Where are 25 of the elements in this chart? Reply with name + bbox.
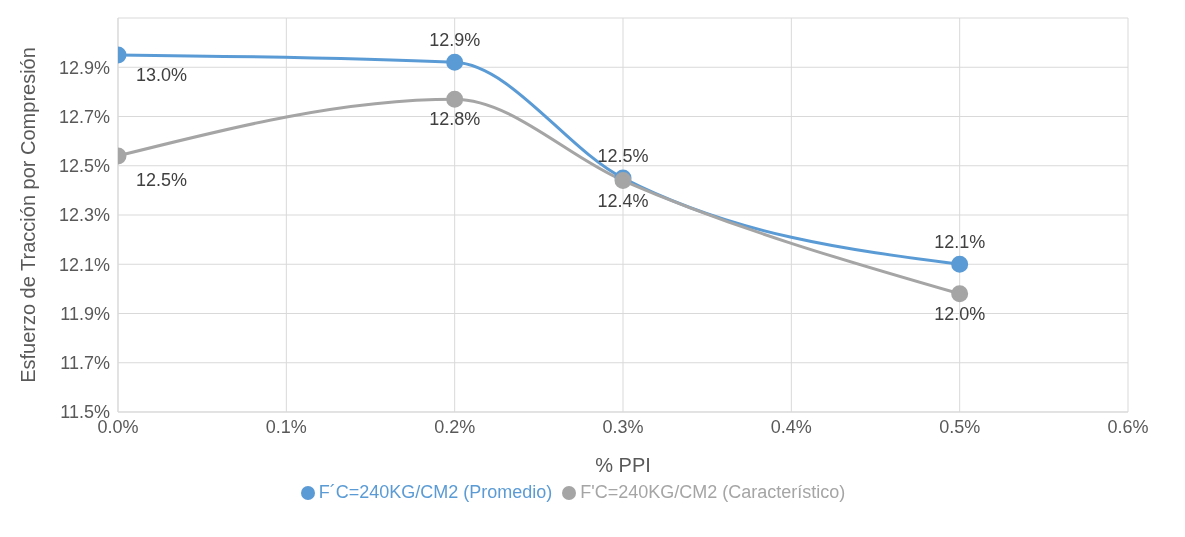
legend-label: F'C=240KG/CM2 (Característico) bbox=[580, 482, 846, 502]
y-axis-title: Esfuerzo de Tracción por Compresión bbox=[17, 47, 40, 383]
x-tick-label: 0.1% bbox=[265, 416, 307, 437]
data-label: 12.0% bbox=[934, 303, 986, 324]
data-label: 12.8% bbox=[429, 109, 481, 130]
y-tick-label: 12.1% bbox=[58, 254, 110, 275]
data-label: 12.9% bbox=[429, 30, 481, 51]
data-label: 12.5% bbox=[136, 169, 188, 190]
y-tick-label: 12.3% bbox=[58, 205, 110, 226]
data-label: 13.0% bbox=[136, 64, 188, 85]
y-tick-label: 12.5% bbox=[58, 156, 110, 177]
data-label: 12.5% bbox=[597, 146, 649, 167]
x-tick-label: 0.6% bbox=[1107, 416, 1149, 437]
x-axis-title: % PPI bbox=[595, 454, 651, 476]
data-label: 12.1% bbox=[934, 232, 986, 253]
data-label: 12.4% bbox=[597, 190, 649, 211]
y-tick-label: 12.9% bbox=[58, 57, 110, 78]
x-tick-label: 0.3% bbox=[602, 416, 644, 437]
y-tick-label: 11.9% bbox=[60, 303, 110, 324]
x-tick-label: 0.2% bbox=[434, 416, 476, 437]
x-tick-label: 0.4% bbox=[770, 416, 812, 437]
y-tick-label: 12.7% bbox=[58, 106, 110, 127]
y-tick-label: 11.7% bbox=[60, 353, 110, 374]
legend-label: F´C=240KG/CM2 (Promedio) bbox=[318, 482, 553, 502]
x-tick-label: 0.5% bbox=[939, 416, 981, 437]
